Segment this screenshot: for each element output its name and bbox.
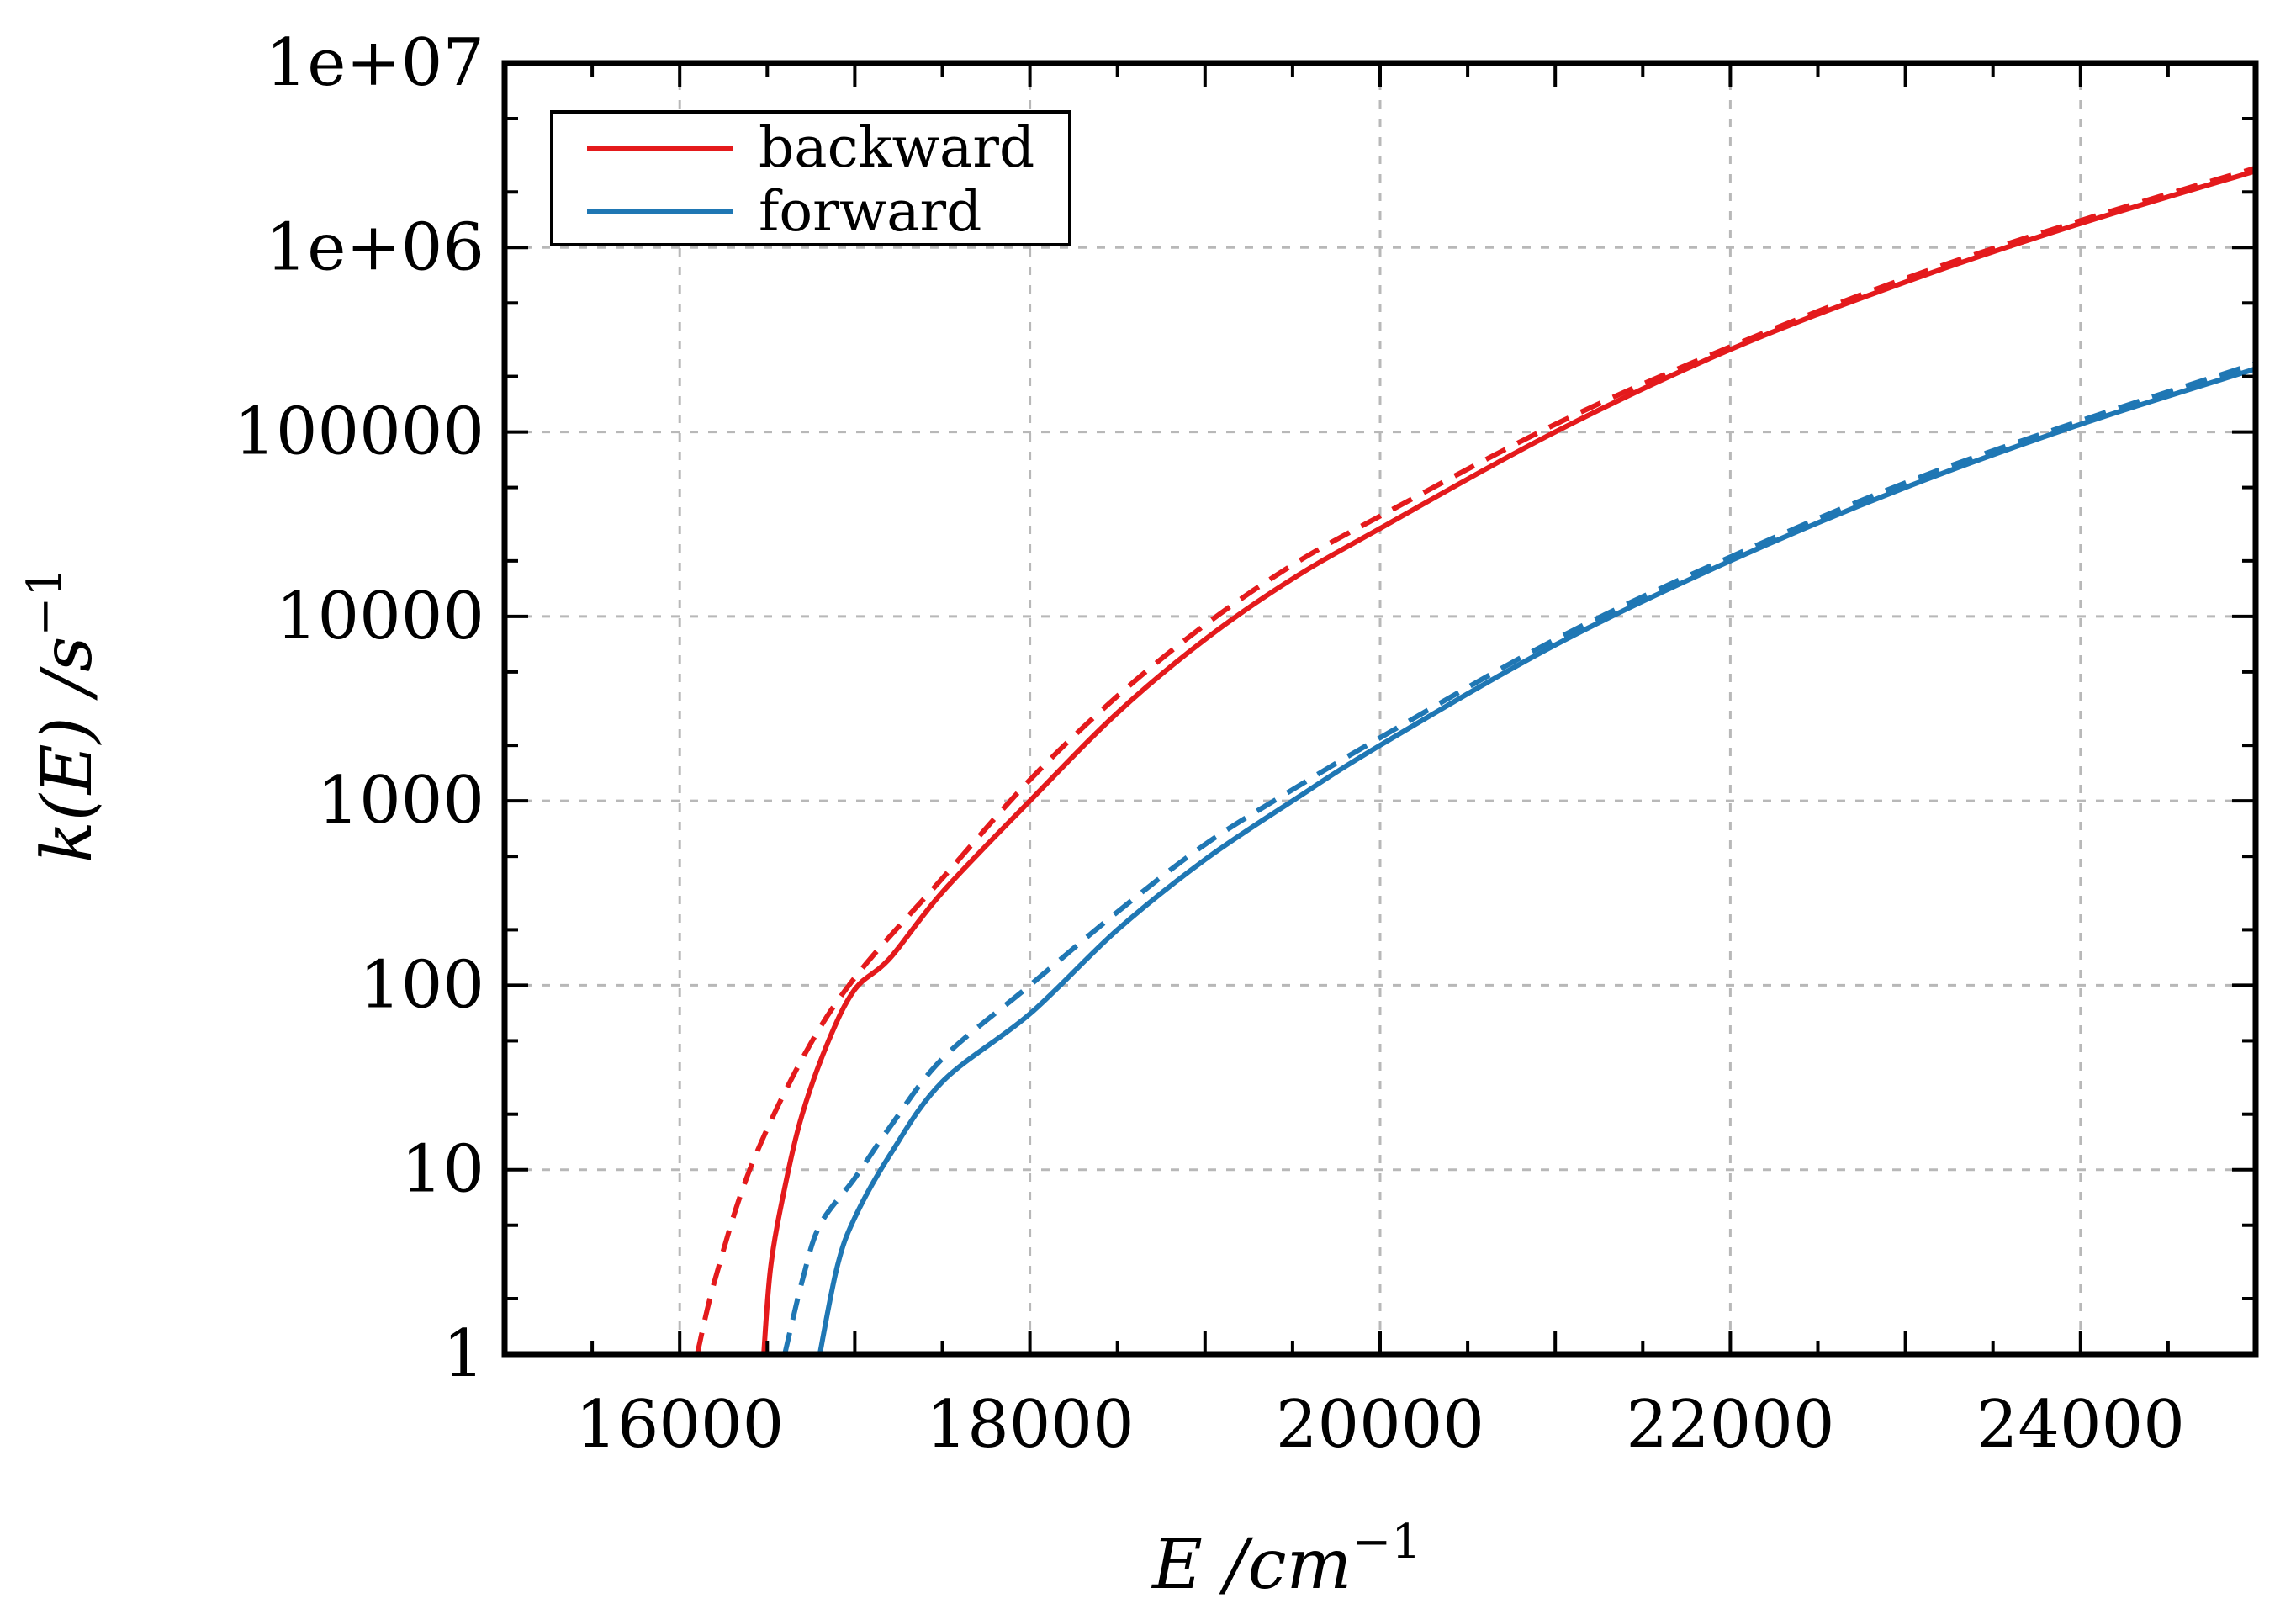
y-tick-label: 1000 bbox=[317, 763, 484, 839]
y-tick-label: 1e+07 bbox=[266, 25, 484, 101]
y-tick-label: 100 bbox=[359, 947, 484, 1023]
series-line-forward bbox=[817, 366, 2256, 1355]
y-tick-label: 10000 bbox=[276, 579, 484, 654]
series-line-backward bbox=[761, 168, 2256, 1355]
y-tick-labels: 1 10 100 1000 10000 100000 1e+06 1e+07 bbox=[234, 25, 484, 1392]
legend-box bbox=[550, 110, 1071, 246]
y-axis-title: k(E) /s−1 bbox=[18, 567, 108, 863]
x-tick-label: 22000 bbox=[1626, 1387, 1834, 1463]
y-tick-label: 100000 bbox=[234, 394, 484, 470]
grid-lines bbox=[505, 63, 2256, 1354]
legend-label-backward: backward bbox=[759, 115, 1034, 180]
y-tick-label: 10 bbox=[401, 1132, 484, 1208]
series-lines bbox=[695, 165, 2256, 1355]
y-tick-label: 1 bbox=[442, 1316, 484, 1392]
legend-label-forward: forward bbox=[759, 179, 981, 244]
x-tick-label: 18000 bbox=[926, 1387, 1135, 1463]
x-tick-label: 20000 bbox=[1276, 1387, 1484, 1463]
x-tick-label: 24000 bbox=[1976, 1387, 2185, 1463]
series-line-forward-dashed bbox=[782, 361, 2256, 1355]
plot-frame bbox=[501, 60, 2259, 1358]
y-tick-label: 1e+06 bbox=[266, 209, 484, 285]
series-line-backward-dashed bbox=[695, 165, 2256, 1355]
x-axis-title: E /cm−1 bbox=[1151, 1515, 1421, 1605]
x-tick-label: 16000 bbox=[575, 1387, 784, 1463]
legend: backward forward bbox=[550, 110, 1071, 246]
x-tick-labels: 16000 18000 20000 22000 24000 bbox=[575, 1387, 2185, 1463]
